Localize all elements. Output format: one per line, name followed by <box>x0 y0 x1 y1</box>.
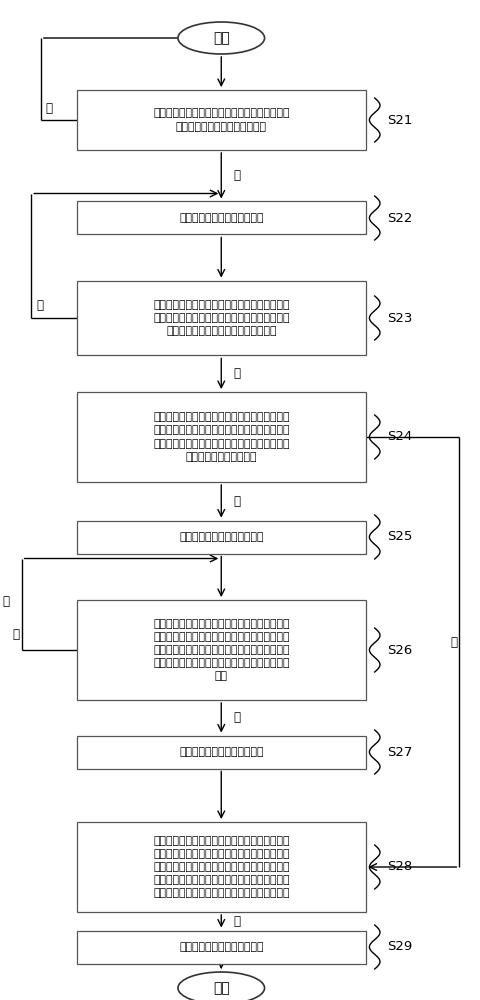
Text: 控制涡轮增压空气循环阀关闭: 控制涡轮增压空气循环阀关闭 <box>179 942 263 952</box>
Text: S27: S27 <box>386 746 412 758</box>
Text: 否: 否 <box>2 595 10 608</box>
Text: S24: S24 <box>386 430 411 444</box>
Text: 在一定时间窗口内对发动机的实际增压压力值变
化率、节气门开度变化率和进气流量变化率进行
监测，并根据发动机的实际增压压力值变化率、
节气门开度变化率和进气流量变: 在一定时间窗口内对发动机的实际增压压力值变 化率、节气门开度变化率和进气流量变化… <box>153 836 289 898</box>
Text: S23: S23 <box>386 312 412 324</box>
Text: 否: 否 <box>12 629 19 642</box>
FancyBboxPatch shape <box>77 392 365 482</box>
Text: 是: 是 <box>233 915 240 928</box>
Text: 否: 否 <box>36 299 43 312</box>
Text: 结束: 结束 <box>213 981 229 995</box>
Text: S22: S22 <box>386 212 412 225</box>
Text: 控制涡轮增压空气循环阀关闭: 控制涡轮增压空气循环阀关闭 <box>179 532 263 542</box>
FancyBboxPatch shape <box>77 600 365 700</box>
Text: S21: S21 <box>386 113 412 126</box>
Text: 在一定时间窗口内对发动机的实际增压压力值变
化率进行监测，并根据实际增压压力值变化速率
是否达到门限值或开启时间是否超时，判断是否
关闭涡轮增压空气循环阀: 在一定时间窗口内对发动机的实际增压压力值变 化率进行监测，并根据实际增压压力值变… <box>153 412 289 462</box>
Text: 根据发动机的实际增压压力值变化率、进气流量
变化率和节气门开度变化率等来判断是否需要启
用涡轮增压空气循环阀的优化控制方法: 根据发动机的实际增压压力值变化率、进气流量 变化率和节气门开度变化率等来判断是否… <box>153 300 289 336</box>
Text: S26: S26 <box>386 644 411 656</box>
Text: 控制涡轮增压空气循环阀开启: 控制涡轮增压空气循环阀开启 <box>179 747 263 757</box>
Text: 否: 否 <box>449 636 456 648</box>
Text: 在一定时间窗口内对发动机的节气门开度变化率
和进气流量变化率进行监测，并根据发动机的节
气门开度变化率和进气流量变化率或关闭时间是
否超时，判断是否再次恢复打开: 在一定时间窗口内对发动机的节气门开度变化率 和进气流量变化率进行监测，并根据发动… <box>153 619 289 681</box>
Text: 是: 是 <box>233 711 240 724</box>
Text: 是: 是 <box>233 495 240 508</box>
Text: S25: S25 <box>386 530 412 544</box>
Text: 否: 否 <box>46 102 53 114</box>
FancyBboxPatch shape <box>77 90 365 150</box>
Text: 是: 是 <box>233 367 240 380</box>
FancyBboxPatch shape <box>77 280 365 355</box>
FancyBboxPatch shape <box>77 201 365 234</box>
FancyBboxPatch shape <box>77 736 365 768</box>
Ellipse shape <box>178 22 264 54</box>
Ellipse shape <box>178 972 264 1000</box>
Text: 控制涡轮增压空气循环阀开启: 控制涡轮增压空气循环阀开启 <box>179 213 263 223</box>
FancyBboxPatch shape <box>77 520 365 554</box>
FancyBboxPatch shape <box>77 822 365 912</box>
Text: 开始: 开始 <box>213 31 229 45</box>
FancyBboxPatch shape <box>77 930 365 964</box>
Text: S28: S28 <box>386 860 411 874</box>
Text: 根据一般涡轮增压空气循环阀的控制方法判断是
否需要开启涡轮增压空气循环阀: 根据一般涡轮增压空气循环阀的控制方法判断是 否需要开启涡轮增压空气循环阀 <box>153 108 289 132</box>
Text: 是: 是 <box>233 169 240 182</box>
Text: S29: S29 <box>386 940 411 954</box>
